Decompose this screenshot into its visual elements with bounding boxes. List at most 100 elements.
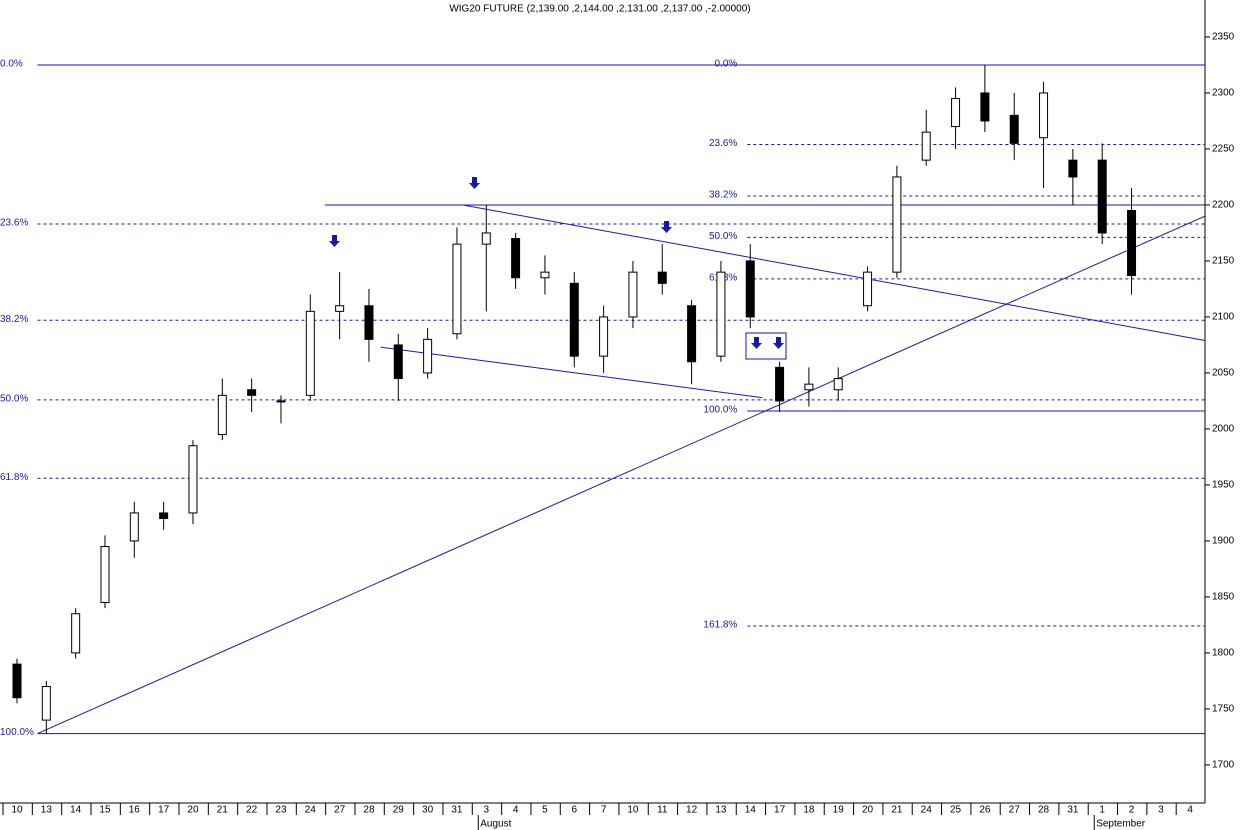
candle-body [833, 378, 843, 391]
arrow [661, 221, 672, 233]
x-tick-label: 15 [99, 805, 111, 816]
trend-line [37, 215, 1206, 735]
x-tick-label: 20 [862, 805, 874, 816]
x-tick-label: 5 [542, 805, 548, 816]
arrows [329, 177, 784, 349]
arrow [329, 235, 340, 247]
y-tick-label: 1950 [1212, 480, 1235, 491]
x-tick-label: 10 [11, 805, 23, 816]
y-tick-label: 1750 [1212, 704, 1235, 715]
candle-body [980, 92, 990, 122]
arrow [773, 337, 784, 349]
candle-body [1097, 159, 1107, 234]
candle-body [1127, 210, 1137, 277]
x-tick-label: 16 [129, 805, 141, 816]
x-tick-label: 3 [483, 805, 489, 816]
candle-body [628, 271, 638, 318]
trend-line [462, 204, 1205, 341]
candle-body [188, 445, 198, 514]
x-tick-label: 6 [571, 805, 577, 816]
y-tick-label: 2350 [1212, 32, 1235, 43]
fib-label: 100.0% [703, 405, 737, 416]
x-tick-label: 17 [774, 805, 786, 816]
highlight-box [745, 332, 787, 360]
x-tick-label: 21 [891, 805, 903, 816]
candle-body [41, 686, 51, 721]
x-tick-label: 11 [657, 805, 668, 816]
x-tick-label: 25 [950, 805, 962, 816]
fib-label: 61.8% [0, 472, 28, 483]
candle-body [892, 176, 902, 273]
x-tick-label: 2 [1129, 805, 1135, 816]
candle-body [276, 400, 286, 403]
candle-body [716, 271, 726, 357]
candle-body [951, 98, 961, 128]
candle-body [687, 305, 697, 363]
candle-body [71, 613, 81, 654]
x-tick-label: 23 [275, 805, 287, 816]
candle-body [921, 131, 931, 161]
y-tick-label: 1850 [1212, 592, 1235, 603]
y-tick-label: 2250 [1212, 144, 1235, 155]
arrow [469, 177, 480, 189]
x-tick-label: 31 [1067, 805, 1079, 816]
month-label: August [480, 819, 511, 830]
y-tick-label: 2300 [1212, 88, 1235, 99]
candle-body [12, 663, 22, 699]
candle-body [129, 512, 139, 542]
fib-label: 23.6% [0, 218, 28, 229]
x-tick-label: 12 [686, 805, 698, 816]
x-tick-label: 29 [393, 805, 405, 816]
y-tick-label: 2100 [1212, 312, 1235, 323]
x-tick-label: 27 [1009, 805, 1021, 816]
candle-body [423, 338, 433, 374]
fib-label: 0.0% [0, 59, 23, 70]
fib-label: 23.6% [709, 138, 737, 149]
candle-body [1039, 92, 1049, 139]
candle-body [863, 271, 873, 307]
x-tick-label: 31 [451, 805, 463, 816]
arrow [751, 337, 762, 349]
x-tick-label: 14 [70, 805, 82, 816]
chart-title: WIG20 FUTURE (2,139.00 ,2,144.00 ,2,131.… [449, 4, 750, 15]
y-tick-label: 1700 [1212, 760, 1235, 771]
x-tick-label: 28 [363, 805, 375, 816]
x-tick-label: 24 [305, 805, 317, 816]
fib-label: 50.0% [709, 231, 737, 242]
x-tick-label: 4 [513, 805, 519, 816]
fib-label: 161.8% [703, 620, 737, 631]
x-tick-label: 26 [979, 805, 991, 816]
x-tick-label: 13 [715, 805, 727, 816]
candle-body [569, 282, 579, 357]
candle-body [1009, 114, 1019, 144]
month-label: September [1096, 819, 1146, 830]
x-tick-label: 4 [1187, 805, 1193, 816]
x-tick-label: 20 [187, 805, 199, 816]
candle-body [745, 260, 755, 318]
candle-body [1068, 159, 1078, 178]
fib-label: 100.0% [0, 727, 34, 738]
candle-body [481, 232, 491, 245]
x-tick-label: 21 [217, 805, 229, 816]
trend-line [380, 346, 763, 399]
candle-body [100, 546, 110, 604]
candle-body [657, 271, 667, 284]
candle-body [305, 310, 315, 396]
y-tick-label: 1900 [1212, 536, 1235, 547]
x-tick-label: 14 [745, 805, 757, 816]
candle-body [540, 271, 550, 279]
y-tick-label: 2050 [1212, 368, 1235, 379]
candle-body [452, 243, 462, 335]
x-tick-label: 1 [1099, 805, 1105, 816]
fib-label: 0.0% [715, 59, 738, 70]
y-tick-label: 2000 [1212, 424, 1235, 435]
x-tick-label: 24 [921, 805, 933, 816]
x-tick-label: 27 [334, 805, 346, 816]
candle-body [804, 383, 814, 391]
y-tick-label: 2150 [1212, 256, 1235, 267]
candle-body [159, 512, 169, 520]
x-tick-label: 7 [601, 805, 607, 816]
y-tick-label: 2200 [1212, 200, 1235, 211]
